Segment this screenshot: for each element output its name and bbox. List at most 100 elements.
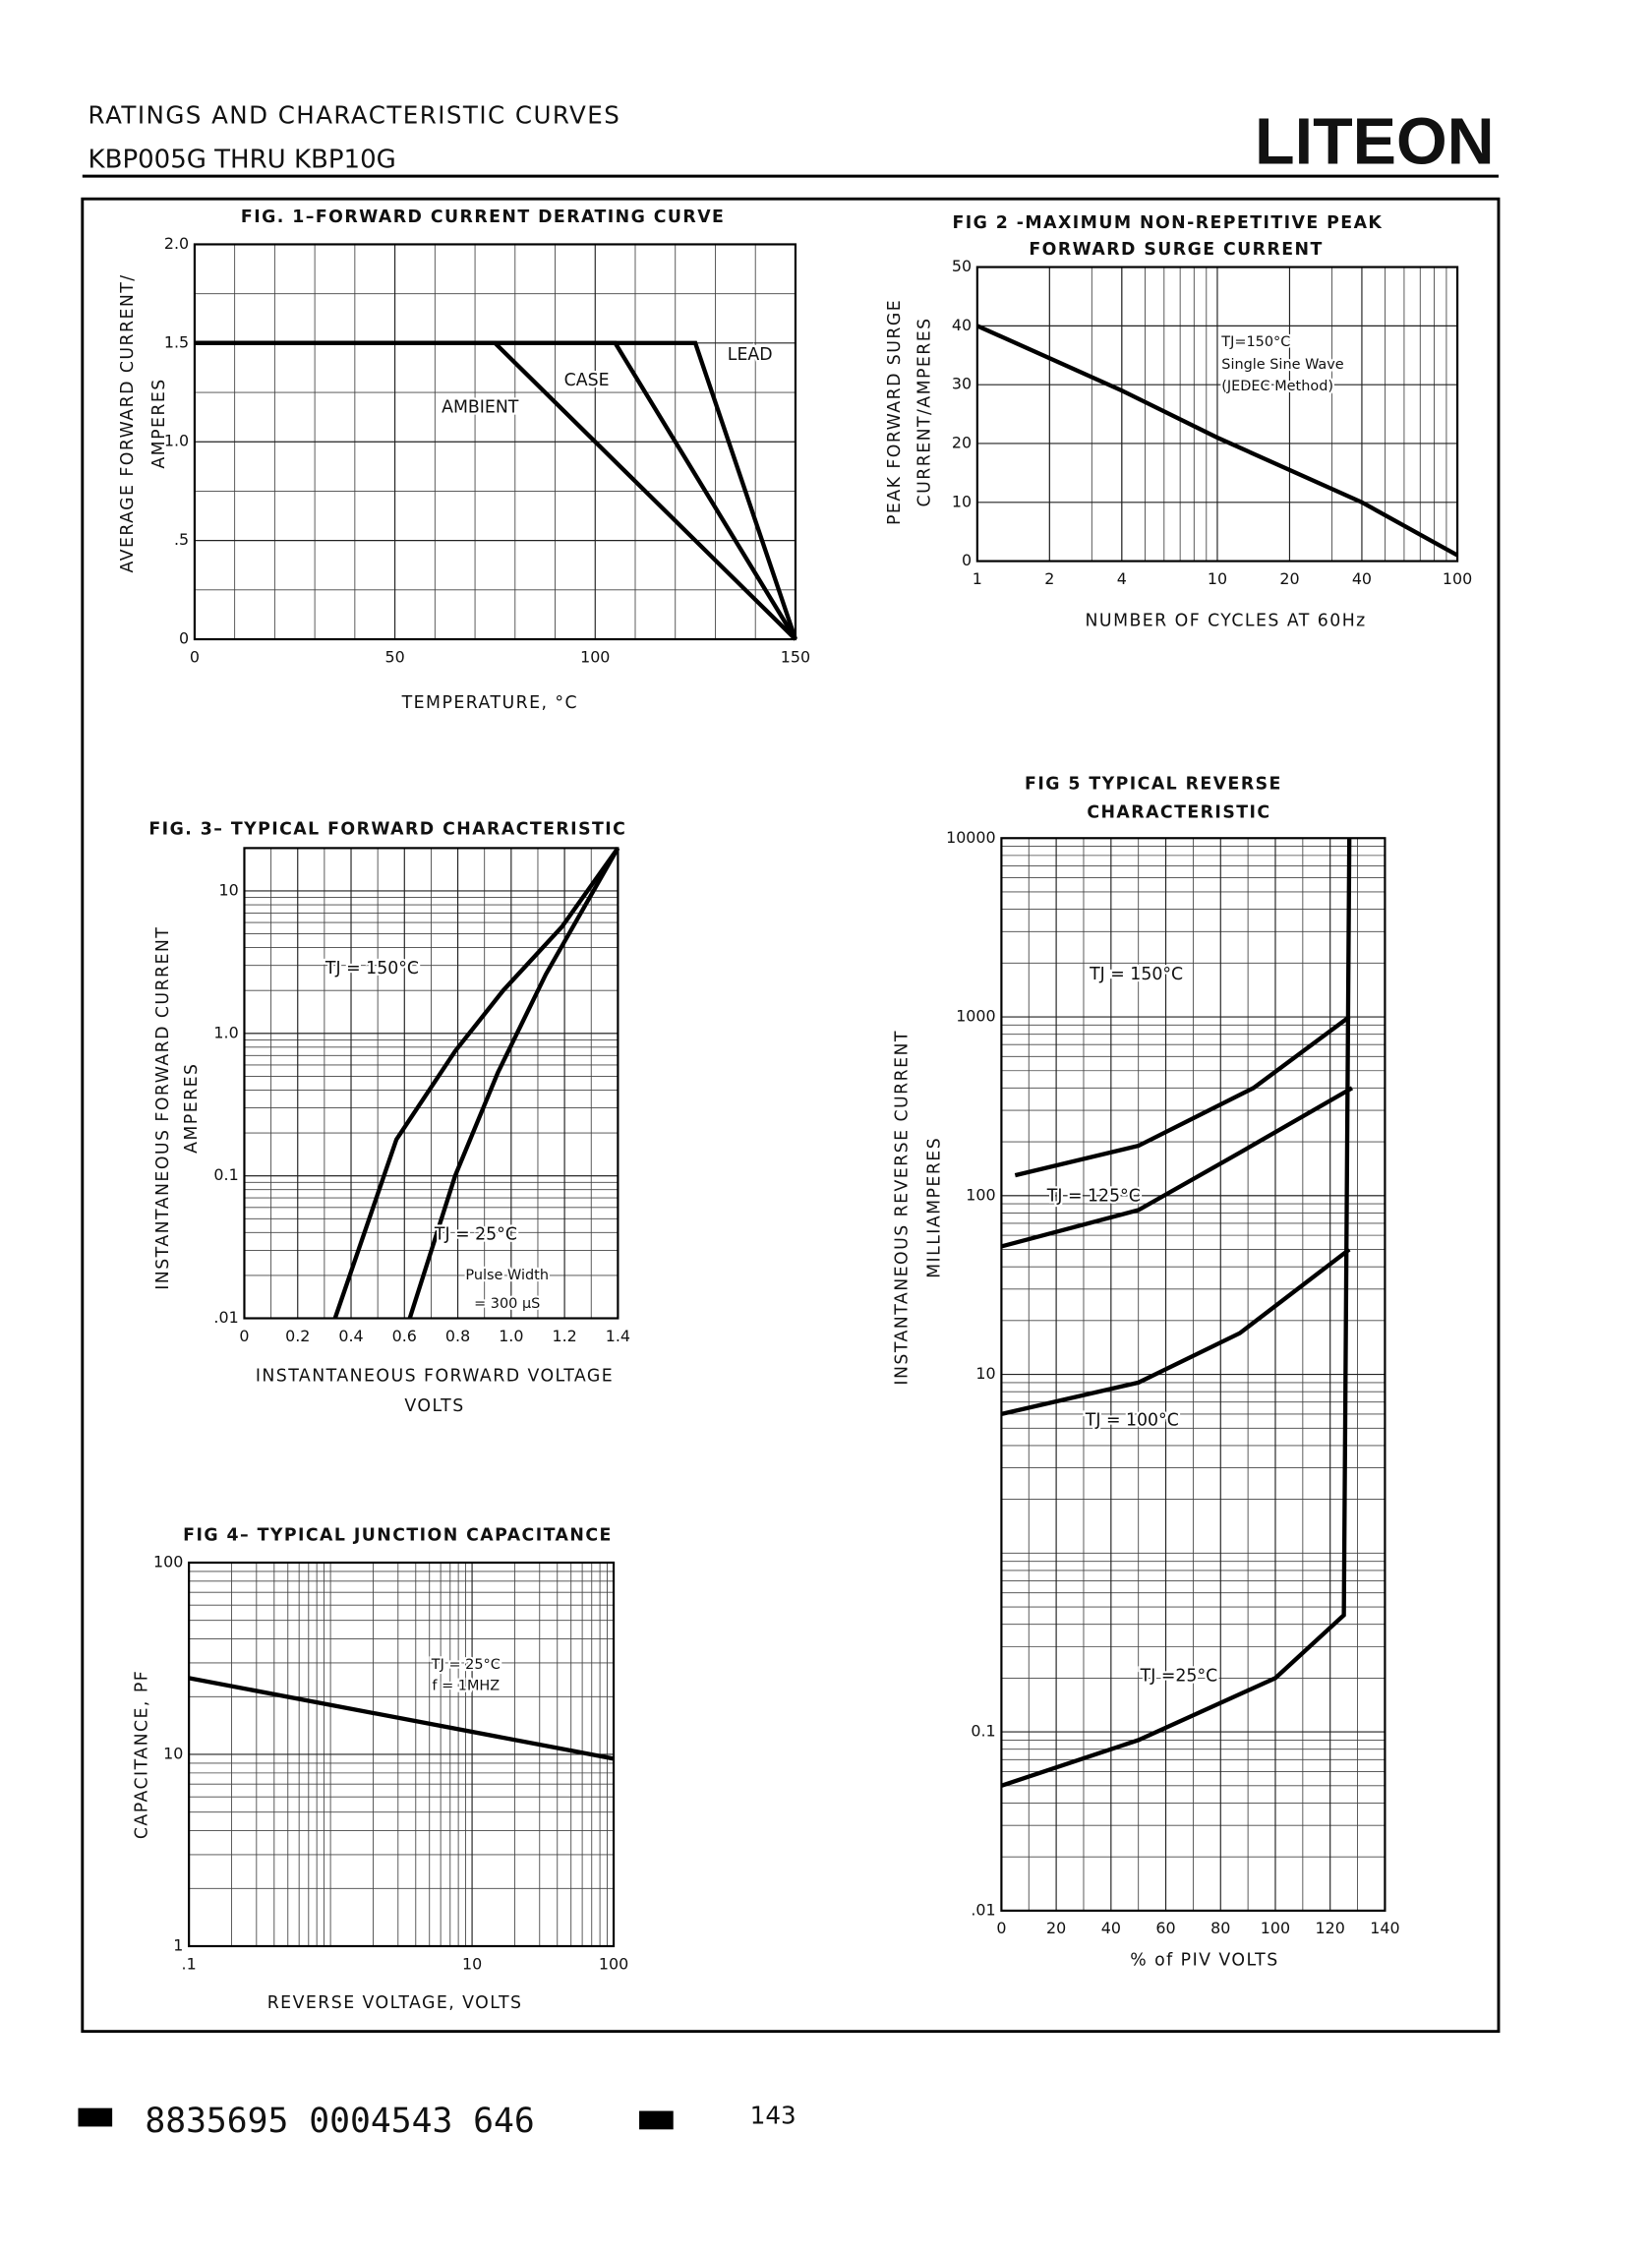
y-tick-label: 50 [952,257,972,275]
x-axis-label: NUMBER OF CYCLES AT 60Hz [1086,611,1367,630]
plot-frame [975,266,1459,563]
x-tick-label: 1.2 [552,1327,576,1345]
y-tick-label: 1.0 [213,1023,238,1041]
curve [194,340,797,640]
curve [332,847,620,1320]
y-tick-label: 1000 [956,1007,995,1026]
y-tick-label: 20 [952,433,972,451]
x-tick-label: 10 [462,1954,482,1973]
x-axis-label: VOLTS [404,1396,464,1416]
y-tick-label: 10 [218,880,238,899]
curve [1000,1086,1354,1249]
x-tick-label: 100 [1261,1919,1290,1937]
y-axis-label: INSTANTANEOUS REVERSE CURRENT [892,1030,912,1386]
curve [1000,1247,1351,1417]
curve-label: TJ =25°C [1140,1667,1218,1687]
x-tick-label: 1.4 [606,1327,630,1345]
plot-frame [243,847,620,1320]
curve [975,324,1459,558]
annotation: (JEDEC Method) [1221,379,1333,394]
x-tick-label: 120 [1316,1919,1345,1937]
x-tick-label: 60 [1155,1919,1175,1937]
x-tick-label: 0.8 [445,1327,470,1345]
annotation: TJ=150°C [1220,334,1290,350]
annotation: Single Sine Wave [1221,357,1344,373]
y-axis-label: INSTANTANEOUS FORWARD CURRENT [153,926,173,1290]
chart-title: CHARACTERISTIC [1087,802,1270,822]
chart-title: FIG. 3– TYPICAL FORWARD CHARACTERISTIC [148,820,626,840]
annotation: = 300 μS [474,1296,540,1312]
x-axis-label: TEMPERATURE, °C [401,693,578,713]
y-tick-label: 1 [173,1935,183,1954]
y-tick-label: .01 [971,1900,995,1919]
annotation: Pulse Width [465,1268,549,1283]
y-axis-label: CAPACITANCE, PF [132,1670,151,1839]
y-axis-label: MILLIAMPERES [925,1137,945,1278]
y-tick-label: .5 [174,530,189,549]
x-tick-label: 100 [1443,569,1472,588]
curve [1000,838,1352,1788]
curve-label: LEAD [728,345,773,365]
logo: LITEON [1255,105,1495,178]
x-tick-label: 0 [190,647,200,666]
curve-label: TJ = 150°C [1089,965,1183,984]
annotation: f = 1MHZ [432,1679,500,1694]
header-subtitle: KBP005G THRU KBP10G [88,146,396,175]
chart-title: FIG 5 TYPICAL REVERSE [1025,774,1282,794]
curve [407,847,620,1320]
x-tick-label: 1.0 [499,1327,523,1345]
footer-code: 8835695 0004543 646 [145,2102,534,2141]
x-axis-label: REVERSE VOLTAGE, VOLTS [267,1993,523,2013]
x-tick-label: 20 [1279,569,1299,588]
x-tick-label: 4 [1117,569,1127,588]
chart-title: FIG 2 -MAXIMUM NON-REPETITIVE PEAK [952,213,1383,233]
y-tick-label: 30 [952,375,972,393]
plot-frame [188,1561,616,1948]
x-tick-label: 2 [1044,569,1054,588]
y-tick-label: 10 [163,1744,183,1762]
y-tick-label: 10 [952,492,972,510]
x-tick-label: .1 [182,1954,197,1973]
plot-frame [193,243,797,641]
x-tick-label: 40 [1101,1919,1121,1937]
y-tick-label: 0 [179,629,189,648]
curve-label: TJ = 25°C [434,1224,517,1244]
y-axis-label: PEAK FORWARD SURGE [885,299,905,525]
x-tick-label: 100 [580,647,610,666]
y-tick-label: 100 [966,1185,995,1204]
y-axis-label: AMPERES [149,378,169,468]
x-tick-label: 0.6 [392,1327,417,1345]
x-tick-label: 0 [239,1327,249,1345]
footer-block [639,2110,674,2130]
y-tick-label: 10000 [946,828,996,847]
y-tick-label: 1.0 [164,432,189,450]
plot-frame [1000,837,1386,1912]
footer-block [78,2107,113,2127]
y-tick-label: 40 [952,316,972,334]
curve-label: TJ = 100°C [1085,1411,1179,1431]
x-tick-label: 80 [1210,1919,1230,1937]
chart-title: FIG. 1–FORWARD CURRENT DERATING CURVE [241,208,725,227]
x-tick-label: 1 [973,569,982,588]
y-tick-label: 10 [975,1364,995,1383]
curve-label: TJ = 150°C [324,959,419,978]
y-tick-label: 2.0 [164,234,189,253]
chart-title: FORWARD SURGE CURRENT [1029,240,1323,260]
x-tick-label: 50 [384,647,404,666]
y-tick-label: 0.1 [971,1722,995,1741]
x-tick-label: 0 [996,1919,1006,1937]
curve-label: CASE [564,371,610,390]
x-tick-label: 0.2 [285,1327,310,1345]
x-axis-label: % of PIV VOLTS [1130,1950,1278,1970]
x-tick-label: 140 [1370,1919,1399,1937]
y-tick-label: 0.1 [213,1165,238,1184]
header-title: RATINGS AND CHARACTERISTIC CURVES [88,100,621,129]
x-tick-label: 150 [781,647,810,666]
x-tick-label: 100 [599,1954,628,1973]
chart-title: FIG 4– TYPICAL JUNCTION CAPACITANCE [183,1526,613,1546]
page-number: 143 [750,2101,796,2129]
y-tick-label: 0 [962,551,972,569]
y-tick-label: .01 [213,1308,238,1327]
